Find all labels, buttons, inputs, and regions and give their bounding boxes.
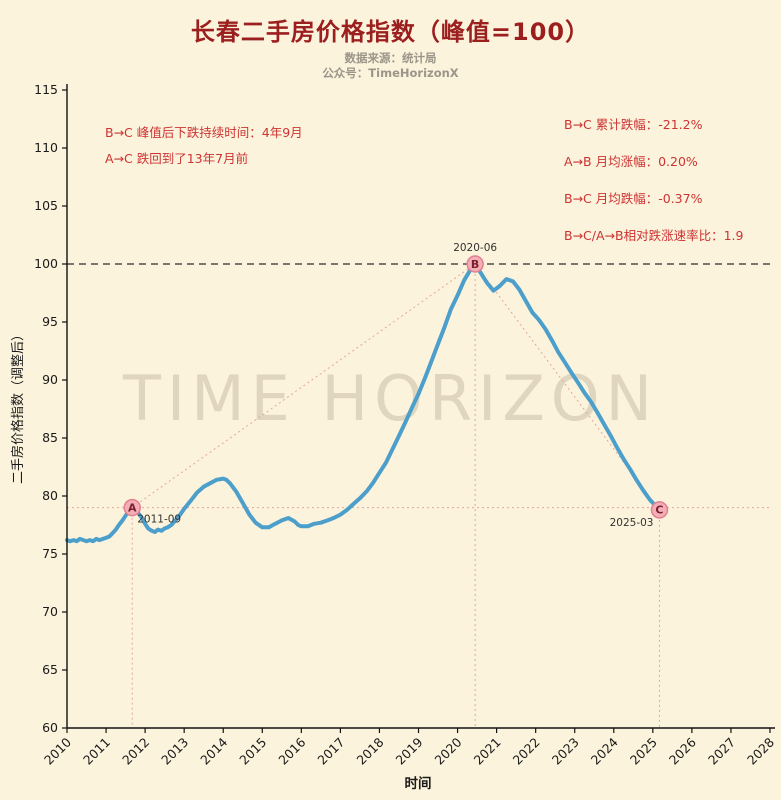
marker-letter-c: C: [655, 504, 663, 517]
annotation-cumulative-decline: B→C 累计跌幅：-21.2%: [564, 117, 703, 132]
y-tick-label: 70: [42, 604, 58, 619]
guide-diagonal-a-b: [131, 263, 476, 509]
y-tick-label: 115: [34, 82, 58, 97]
x-tick-label: 2025: [627, 735, 660, 768]
x-tick-label: 2015: [236, 735, 269, 768]
wechat-account-subtitle: 公众号：TimeHorizonX: [322, 66, 459, 80]
chart-title: 长春二手房价格指数（峰值=100）: [190, 18, 591, 46]
x-tick-label: 2023: [549, 735, 582, 768]
y-tick-label: 110: [34, 140, 58, 155]
marker-date-c: 2025-03: [610, 517, 654, 529]
annotation-monthly-decline: B→C 月均跌幅：-0.37%: [564, 191, 703, 206]
y-tick-label: 95: [42, 314, 58, 329]
price-index-line: [65, 262, 662, 544]
x-tick-label: 2011: [80, 735, 113, 768]
watermark-text: TIME HORIZON: [123, 362, 658, 435]
marker-point-a: [123, 498, 141, 517]
x-tick-label: 2014: [197, 734, 230, 767]
y-tick-label: 105: [34, 198, 58, 213]
y-tick-label: 85: [42, 430, 58, 445]
x-tick-label: 2024: [588, 734, 621, 767]
marker-letter-b: B: [471, 258, 479, 271]
y-tick-label: 75: [42, 546, 58, 561]
y-tick-label: 65: [42, 662, 58, 677]
y-tick-label: 90: [42, 372, 58, 387]
y-axis-title: 二手房价格指数（调整后）: [10, 328, 26, 484]
annotation-block-left: B→C 峰值后下跌持续时间：4年9月 A→C 跌回到了13年7月前: [105, 120, 303, 172]
x-tick-label: 2026: [666, 734, 699, 767]
annotation-relative-rate-ratio: B→C/A→B相对跌涨速率比：1.9: [564, 228, 744, 243]
annotation-fallback-level: A→C 跌回到了13年7月前: [105, 151, 249, 166]
x-tick-label: 2012: [119, 735, 152, 768]
x-tick-label: 2028: [744, 734, 777, 767]
y-tick-label: 60: [42, 720, 58, 735]
x-tick-label: 2010: [41, 734, 74, 767]
x-tick-label: 2022: [510, 735, 543, 768]
x-tick-label: 2021: [471, 735, 504, 768]
x-tick-label: 2019: [393, 734, 426, 767]
data-source-subtitle: 数据来源：统计局: [344, 51, 437, 65]
y-tick-label: 100: [34, 256, 58, 271]
x-tick-label: 2017: [314, 735, 347, 768]
marker-letter-a: A: [128, 501, 137, 514]
marker-point-c: [650, 501, 669, 519]
x-axis-title: 时间: [405, 775, 432, 792]
x-tick-label: 2027: [705, 735, 738, 768]
x-tick-label: 2016: [275, 734, 308, 767]
x-tick-label: 2013: [158, 735, 191, 768]
x-tick-label: 2018: [353, 734, 386, 767]
marker-date-b: 2020-06: [453, 242, 497, 254]
y-tick-label: 80: [42, 488, 58, 503]
marker-date-a: 2011-09: [137, 514, 181, 526]
marker-point-b: [466, 255, 484, 273]
x-tick-label: 2020: [432, 734, 465, 767]
annotation-decline-duration: B→C 峰值后下跌持续时间：4年9月: [105, 125, 303, 140]
annotation-block-right: B→C 累计跌幅：-21.2% A→B 月均涨幅：0.20% B→C 月均跌幅：…: [564, 106, 743, 254]
annotation-monthly-rise: A→B 月均涨幅：0.20%: [564, 154, 698, 169]
